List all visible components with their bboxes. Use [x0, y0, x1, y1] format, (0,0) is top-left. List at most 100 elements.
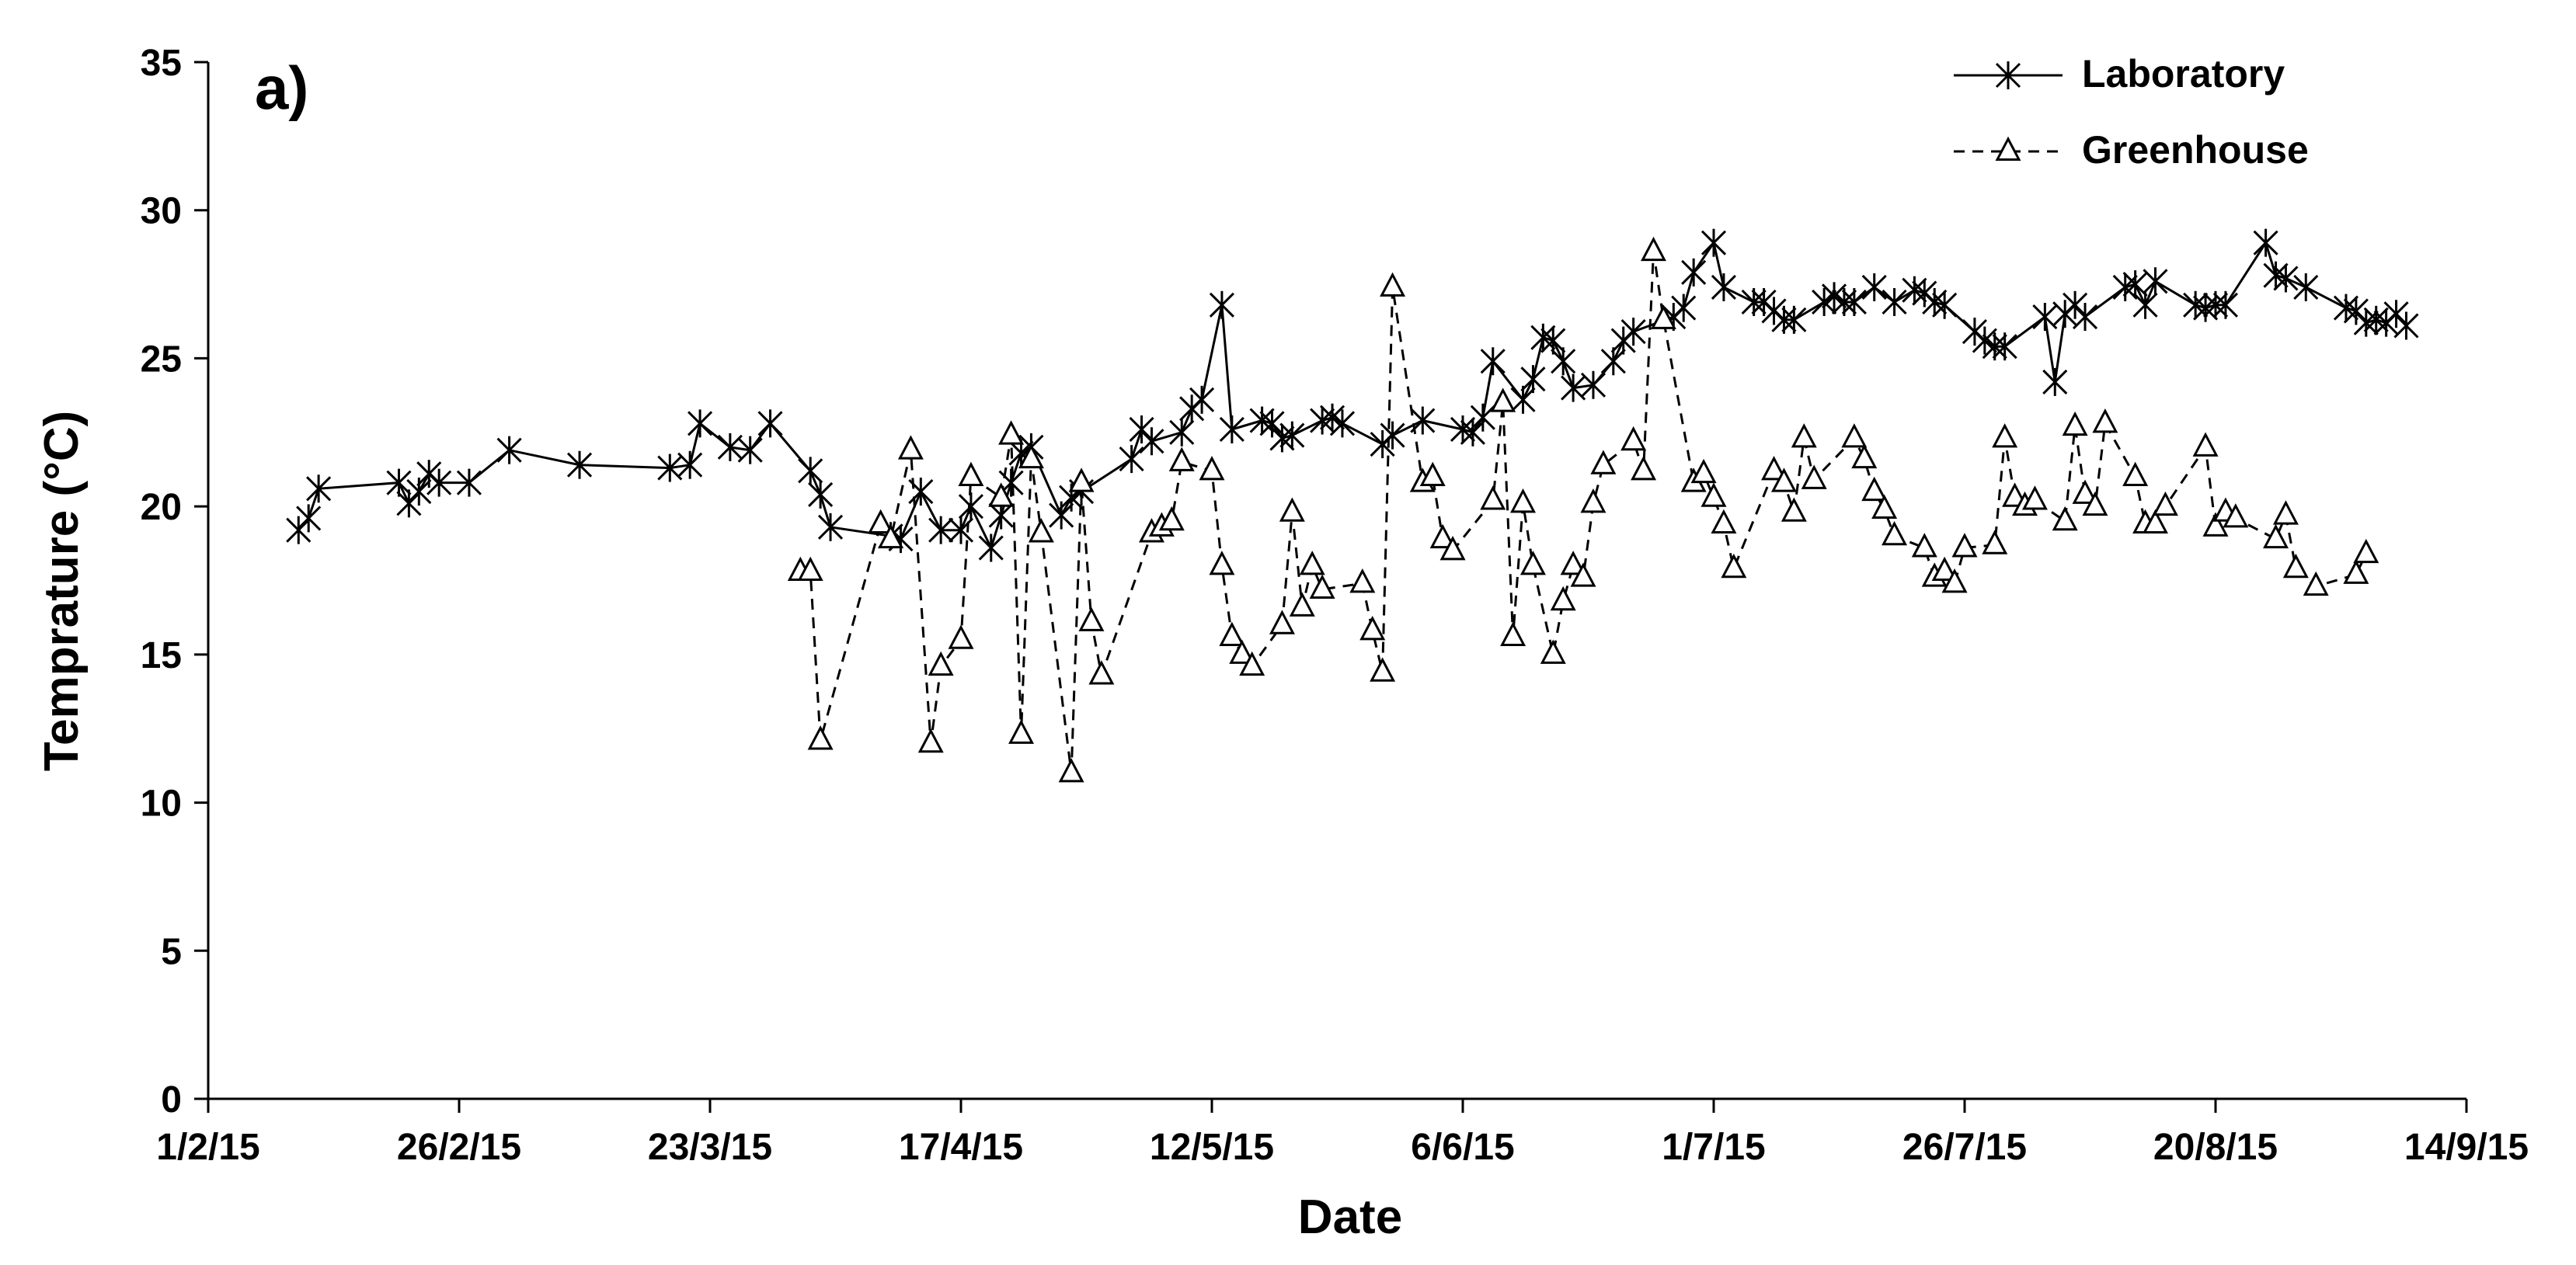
data-point-laboratory — [1841, 287, 1867, 316]
data-point-laboratory — [456, 468, 482, 497]
data-point-greenhouse — [1058, 758, 1084, 783]
data-point-greenhouse — [797, 556, 823, 582]
y-tick-label: 30 — [141, 191, 182, 232]
data-point-laboratory — [1129, 415, 1154, 443]
data-point-laboratory — [1711, 273, 1736, 301]
data-point-greenhouse — [1650, 304, 1676, 329]
data-point-greenhouse — [1510, 488, 1537, 513]
data-point-laboratory — [808, 480, 834, 509]
data-point-laboratory — [396, 489, 422, 518]
data-point-greenhouse — [878, 523, 904, 549]
data-point-greenhouse — [2282, 553, 2309, 579]
data-point-laboratory — [677, 450, 703, 479]
data-point-greenhouse — [1882, 520, 1908, 546]
data-point-greenhouse — [1620, 426, 1647, 451]
data-point-greenhouse — [1299, 551, 1325, 575]
data-point-greenhouse — [1761, 456, 1788, 481]
data-point-greenhouse — [1560, 551, 1586, 575]
data-point-greenhouse — [1289, 592, 1315, 617]
data-point-laboratory — [2263, 261, 2289, 290]
data-point-laboratory — [928, 516, 954, 544]
data-point-laboratory — [1279, 421, 1305, 450]
legend-asterisk-icon — [1995, 61, 2021, 89]
data-point-laboratory — [2072, 303, 2098, 332]
data-point-laboratory — [1219, 415, 1244, 443]
data-point-greenhouse — [1721, 553, 1747, 579]
x-tick-label: 26/2/15 — [397, 1127, 521, 1168]
data-point-greenhouse — [1871, 494, 1898, 519]
data-point-laboratory — [958, 492, 983, 521]
data-point-greenhouse — [1380, 272, 1406, 297]
data-point-greenhouse — [1439, 536, 1466, 561]
data-point-greenhouse — [2202, 512, 2229, 537]
x-axis-ticks: 1/2/15 26/2/15 23/3/15 17/4/15 12/5/15 6/6/15… — [156, 1099, 2529, 1168]
data-point-laboratory — [1902, 276, 1927, 304]
data-point-greenhouse — [2082, 491, 2108, 516]
data-point-greenhouse — [1851, 443, 1878, 469]
data-point-greenhouse — [1028, 518, 1054, 543]
data-point-laboratory — [2293, 273, 2319, 301]
data-point-laboratory — [817, 513, 844, 541]
data-point-greenhouse — [1309, 574, 1335, 599]
data-point-greenhouse — [807, 725, 834, 750]
legend-marker-greenhouse — [1995, 136, 2021, 161]
data-point-laboratory — [1249, 406, 1275, 435]
data-point-laboratory — [688, 409, 713, 438]
data-point-greenhouse — [1590, 450, 1617, 474]
data-point-greenhouse — [2142, 509, 2168, 534]
x-tick-label: 1/2/15 — [156, 1127, 259, 1168]
data-point-laboratory — [1620, 318, 1646, 346]
data-point-greenhouse — [1791, 423, 1817, 448]
data-point-laboratory — [566, 450, 593, 479]
y-tick-label: 0 — [161, 1079, 182, 1121]
data-point-greenhouse — [1570, 562, 1596, 587]
data-point-greenhouse — [1370, 657, 1396, 682]
legend: Laboratory Greenhouse — [1954, 52, 2309, 172]
x-axis-title: Date — [1298, 1190, 1402, 1244]
data-point-greenhouse — [1008, 719, 1035, 744]
data-point-laboratory — [1380, 421, 1405, 450]
data-point-greenhouse — [1359, 616, 1386, 641]
data-point-greenhouse — [1992, 423, 2018, 448]
data-point-greenhouse — [1219, 621, 1245, 646]
data-point-greenhouse — [1781, 497, 1807, 522]
y-tick-label: 25 — [141, 339, 182, 380]
data-point-laboratory — [2333, 294, 2359, 322]
data-point-laboratory — [2143, 267, 2168, 296]
panel-label: a) — [255, 54, 308, 122]
data-point-greenhouse — [2263, 523, 2289, 549]
x-tick-label: 6/6/15 — [1411, 1127, 1514, 1168]
data-point-greenhouse — [2122, 461, 2149, 486]
legend-item-laboratory: Laboratory — [1954, 52, 2285, 96]
data-point-greenhouse — [1018, 443, 1044, 469]
x-tick-label: 1/7/15 — [1662, 1127, 1765, 1168]
data-point-laboratory — [1520, 365, 1546, 394]
data-point-laboratory — [306, 474, 332, 503]
data-point-laboratory — [2112, 273, 2138, 301]
data-point-laboratory — [2042, 367, 2068, 396]
data-point-greenhouse — [2343, 559, 2369, 584]
data-point-greenhouse — [948, 624, 974, 649]
data-point-greenhouse — [2072, 479, 2098, 504]
data-point-greenhouse — [1490, 387, 1516, 412]
data-point-greenhouse — [1519, 551, 1546, 575]
data-point-laboratory — [1882, 287, 1907, 316]
data-point-greenhouse — [928, 651, 954, 676]
data-point-laboratory — [1861, 273, 1887, 301]
data-point-laboratory — [1681, 258, 1707, 287]
data-point-laboratory — [1269, 424, 1295, 453]
data-point-laboratory — [1189, 385, 1215, 414]
data-point-laboratory — [2273, 264, 2299, 293]
x-tick-label: 26/7/15 — [1902, 1127, 2027, 1168]
data-point-laboratory — [1580, 370, 1607, 399]
y-tick-label: 15 — [141, 635, 182, 676]
data-point-laboratory — [2032, 303, 2058, 332]
data-point-greenhouse — [2223, 503, 2249, 528]
data-point-laboratory — [1992, 332, 2017, 361]
x-tick-label: 20/8/15 — [2153, 1127, 2278, 1168]
data-point-laboratory — [1329, 409, 1356, 438]
data-point-laboratory — [426, 468, 452, 497]
data-point-greenhouse — [1158, 506, 1185, 531]
data-point-laboratory — [757, 409, 783, 438]
data-point-greenhouse — [1480, 485, 1506, 510]
